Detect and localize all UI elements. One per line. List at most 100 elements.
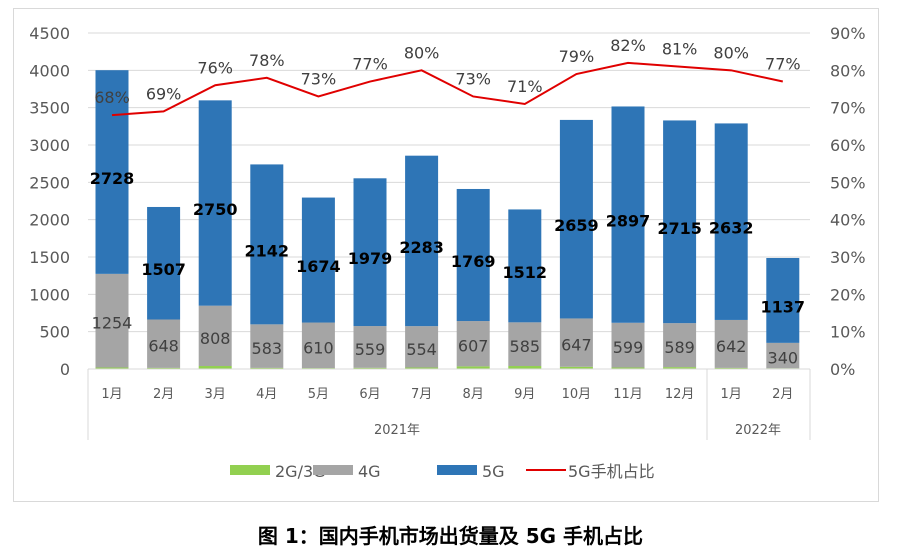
x-tick-label: 9月 xyxy=(514,387,535,402)
label-4g: 554 xyxy=(406,340,437,359)
y-tick-label: 2500 xyxy=(29,173,70,192)
label-4g: 648 xyxy=(148,337,179,356)
label-4g: 599 xyxy=(613,338,644,357)
label-4g: 607 xyxy=(458,337,489,356)
label-5g: 1507 xyxy=(141,260,186,279)
bar-4G xyxy=(559,318,593,367)
bar-2G/3G xyxy=(508,366,542,369)
label-4g: 589 xyxy=(664,338,695,357)
x-tick-label: 1月 xyxy=(721,387,742,402)
bar-2G/3G xyxy=(95,367,129,369)
bar-5G xyxy=(95,70,129,274)
label-5g: 1769 xyxy=(451,252,496,271)
bar-5G xyxy=(198,100,232,306)
bar-2G/3G xyxy=(353,367,387,369)
bar-5G xyxy=(663,120,697,324)
x-tick-label: 7月 xyxy=(411,387,432,402)
legend-label: 5G xyxy=(482,462,505,481)
label-4g: 585 xyxy=(510,337,541,356)
label-4g: 610 xyxy=(303,338,334,357)
bar-4G xyxy=(611,322,645,368)
label-4g: 642 xyxy=(716,337,747,356)
y-tick-label: 1500 xyxy=(29,248,70,267)
bar-2G/3G xyxy=(714,367,748,369)
bar-4G xyxy=(353,326,387,368)
label-5g: 2750 xyxy=(193,200,238,219)
bar-4G xyxy=(456,321,490,367)
label-5g: 2897 xyxy=(606,212,651,231)
bar-5G xyxy=(611,106,645,323)
bar-5G xyxy=(766,257,800,343)
y-tick-label: 1000 xyxy=(29,285,70,304)
x-tick-label: 4月 xyxy=(256,387,277,402)
chart-svg: 0 500 1000 1500 2000 2500 3000 3500 4000 4500 0% 10… xyxy=(29,24,866,481)
label-5g: 1674 xyxy=(296,257,341,276)
y-tick-label: 2000 xyxy=(29,211,70,230)
label-4g: 808 xyxy=(200,329,231,348)
y-tick-label: 4000 xyxy=(29,61,70,80)
label-share: 80% xyxy=(713,43,749,62)
bar-2G/3G xyxy=(198,366,232,369)
bar-2G/3G xyxy=(456,366,490,369)
y2-tick-label: 80% xyxy=(830,61,866,80)
bar-5G xyxy=(456,188,490,322)
bar-4G xyxy=(198,305,232,367)
label-5g: 1137 xyxy=(761,297,806,316)
group-label: 2022年 xyxy=(735,423,781,438)
label-share: 77% xyxy=(352,55,388,74)
label-share: 68% xyxy=(94,88,130,107)
label-share: 81% xyxy=(662,40,698,59)
label-4g: 647 xyxy=(561,336,592,355)
bar-2G/3G xyxy=(559,366,593,369)
y-tick-label: 3000 xyxy=(29,136,70,155)
legend-swatch xyxy=(437,465,477,475)
label-5g: 2659 xyxy=(554,216,599,235)
bar-5G xyxy=(353,178,387,327)
x-tick-label: 1月 xyxy=(101,387,122,402)
bar-5G xyxy=(508,209,542,323)
label-share: 77% xyxy=(765,55,801,74)
y-tick-label: 3500 xyxy=(29,99,70,118)
label-5g: 2728 xyxy=(90,169,135,188)
label-5g: 2715 xyxy=(657,219,702,238)
legend-label: 5G手机占比 xyxy=(568,462,655,481)
y-tick-label: 0 xyxy=(60,360,70,379)
bar-2G/3G xyxy=(405,367,439,369)
label-share: 80% xyxy=(404,43,440,62)
bar-4G xyxy=(714,319,748,368)
label-share: 73% xyxy=(301,69,337,88)
bar-4G xyxy=(766,342,800,369)
y-tick-label: 500 xyxy=(39,323,70,342)
label-share: 78% xyxy=(249,51,285,70)
label-4g: 1254 xyxy=(92,314,133,333)
bar-4G xyxy=(95,273,129,368)
x-tick-label: 2月 xyxy=(153,387,174,402)
bar-5G xyxy=(714,123,748,320)
label-4g: 583 xyxy=(252,339,283,358)
y2-tick-label: 40% xyxy=(830,211,866,230)
y2-tick-label: 10% xyxy=(830,323,866,342)
label-5g: 2283 xyxy=(399,238,444,257)
legend-swatch xyxy=(230,465,270,475)
bar-4G xyxy=(147,319,181,368)
figure-caption: 图 1：国内手机市场出货量及 5G 手机占比 xyxy=(257,524,644,548)
label-4g: 559 xyxy=(355,340,386,359)
bar-4G xyxy=(508,322,542,367)
bar-5G xyxy=(559,119,593,319)
bar-5G xyxy=(147,206,181,320)
y2-tick-label: 60% xyxy=(830,136,866,155)
label-share: 73% xyxy=(455,69,491,88)
bar-2G/3G xyxy=(147,367,181,369)
group-label: 2021年 xyxy=(374,423,420,438)
x-tick-label: 2月 xyxy=(772,387,793,402)
label-share: 76% xyxy=(197,58,233,77)
y2-tick-label: 50% xyxy=(830,173,866,192)
bar-5G xyxy=(405,155,439,327)
bar-4G xyxy=(301,322,335,369)
y2-tick-label: 90% xyxy=(830,24,866,43)
bar-2G/3G xyxy=(663,367,697,369)
bar-5G xyxy=(301,197,335,323)
y2-tick-label: 30% xyxy=(830,248,866,267)
x-tick-label: 8月 xyxy=(463,387,484,402)
x-tick-label: 11月 xyxy=(613,387,643,402)
